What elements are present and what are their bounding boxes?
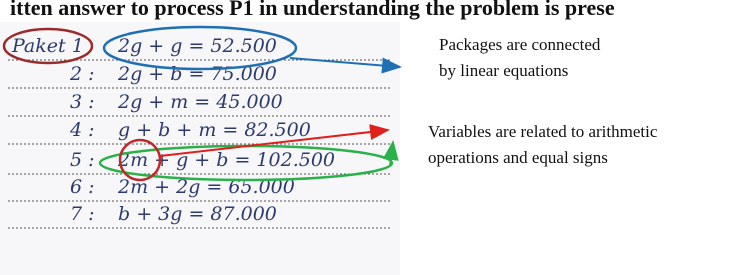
row-equation: b + 3g = 87.000 bbox=[118, 203, 277, 225]
row-label: 7 : bbox=[70, 203, 95, 225]
row-label: 3 : bbox=[70, 91, 95, 113]
row-label: 2 : bbox=[69, 63, 95, 85]
row-label: 6 : bbox=[70, 176, 95, 198]
row-label: 5 : bbox=[70, 149, 95, 171]
caption: itten answer to process P1 in understand… bbox=[10, 0, 615, 20]
annotation-line: Variables are related to arithmetic bbox=[428, 122, 658, 141]
row-equation: 2m + g + b = 102.500 bbox=[117, 149, 335, 171]
annotation-line: Packages are connected bbox=[439, 35, 601, 54]
annotation-line: operations and equal signs bbox=[428, 148, 608, 167]
row-equation: g + b + m = 82.500 bbox=[118, 119, 311, 141]
figure: itten answer to process P1 in understand… bbox=[0, 0, 753, 275]
annotation-line: by linear equations bbox=[439, 61, 568, 80]
row-equation: 2g + g = 52.500 bbox=[117, 35, 277, 57]
row-label: Paket 1 bbox=[11, 35, 84, 57]
row-label: 4 : bbox=[69, 119, 95, 141]
row-equation: 2g + m = 45.000 bbox=[117, 91, 283, 113]
